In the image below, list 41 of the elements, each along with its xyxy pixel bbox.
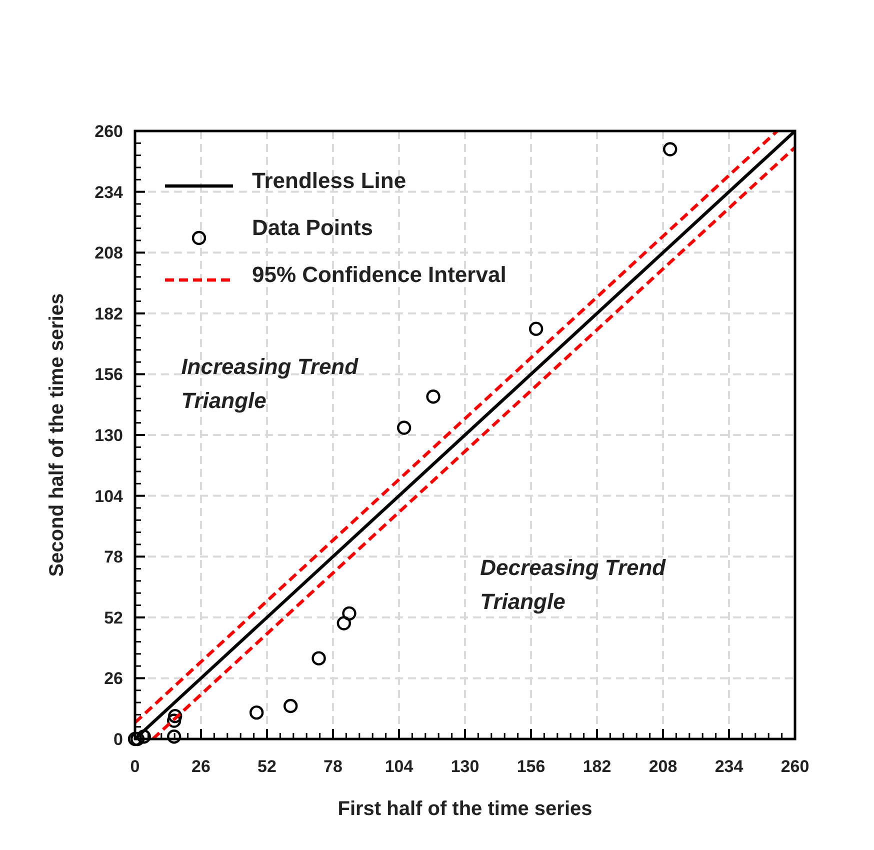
point bbox=[312, 651, 326, 666]
y-tick-label: 78 bbox=[104, 548, 123, 567]
x-tick-label: 26 bbox=[192, 757, 210, 776]
y-tick-label: 0 bbox=[114, 730, 123, 749]
x-tick-label: 234 bbox=[714, 757, 744, 776]
y-tick-label: 52 bbox=[104, 608, 123, 628]
y-tick-label: 26 bbox=[104, 669, 123, 688]
x-tick-label: 260 bbox=[780, 757, 810, 776]
y-tick-label: 130 bbox=[94, 426, 123, 445]
point bbox=[166, 714, 182, 728]
x-axis-title: First half of the time series bbox=[338, 798, 592, 820]
x-tick-label: 0 bbox=[130, 757, 140, 776]
y-tick-label: 156 bbox=[94, 365, 123, 384]
legend-label: Trendless Line bbox=[252, 168, 406, 194]
point bbox=[396, 420, 412, 435]
legend-label: Data Points bbox=[252, 215, 374, 240]
point bbox=[663, 142, 678, 156]
annotation: Decreasing Trend Triangle bbox=[480, 554, 666, 614]
x-tick-label: 208 bbox=[648, 757, 678, 776]
y-tick-label: 182 bbox=[94, 304, 123, 324]
point bbox=[528, 322, 544, 336]
y-axis-title: Second half of the time series bbox=[46, 293, 68, 577]
point bbox=[426, 390, 440, 404]
x-tick-label: 52 bbox=[258, 757, 276, 776]
point bbox=[166, 730, 182, 744]
legend-label: 95% Confidence Interval bbox=[252, 262, 506, 288]
point bbox=[168, 708, 182, 724]
y-tick-label: 208 bbox=[94, 244, 123, 263]
x-tick-label: 182 bbox=[582, 757, 612, 776]
point bbox=[342, 606, 356, 621]
y-tick-label: 260 bbox=[94, 122, 123, 141]
y-tick-label: 104 bbox=[94, 486, 124, 506]
x-tick-label: 156 bbox=[516, 757, 546, 776]
x-tick-label: 130 bbox=[450, 757, 480, 776]
point bbox=[249, 705, 264, 720]
point bbox=[284, 698, 298, 714]
x-tick-label: 78 bbox=[324, 757, 342, 776]
y-tick-label: 234 bbox=[94, 182, 124, 202]
point bbox=[336, 616, 352, 630]
x-tick-label: 104 bbox=[384, 757, 414, 776]
annotation: Increasing Trend Triangle bbox=[181, 354, 359, 414]
